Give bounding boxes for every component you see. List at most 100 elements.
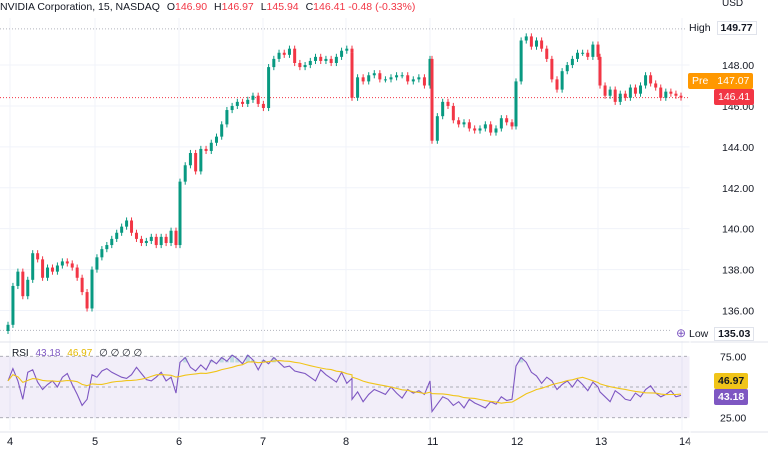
candle-body [174,230,178,246]
candle-body [144,240,148,243]
candle-body [430,58,434,141]
candle-body [581,52,585,54]
change-value: -0.48 (-0.33%) [348,1,416,13]
high-tag-value: 149.77 [716,21,757,35]
high-tag-label: High [689,22,711,34]
candle-body [608,89,612,96]
candle-body [125,220,129,227]
candle-body [178,181,182,246]
low-value: 145.94 [266,1,299,13]
candle-body [225,110,229,125]
candle-body [204,148,208,151]
rsi-overbought-fill [261,359,266,363]
rsi-overbought-fill [250,359,255,363]
candle-body [277,52,281,59]
candle-body [199,148,203,172]
time-tick-label: 14 [679,436,691,448]
candle-body [674,93,678,96]
candle-body [293,48,297,63]
candle-body [361,77,365,82]
time-tick-label: 6 [176,436,182,448]
rsi-legend: RSI 43.18 46.97 ∅ ∅ ∅ ∅ [12,348,142,359]
price-tick-label: 138.00 [722,265,754,277]
target-icon: ⊕ [676,326,687,340]
rsi-tick-label: 25.00 [720,413,746,425]
candle-body [282,52,286,55]
rsi-overbought-fill [271,357,276,363]
candle-body [241,101,245,104]
low-tag-label: Low [688,328,709,340]
candle-body [80,277,84,293]
candle-body [11,285,15,325]
candle-body [639,85,642,94]
price-tick-label: 136.00 [722,306,754,318]
candle-body [555,79,559,90]
candle-body [298,63,302,68]
candle-body [303,65,307,68]
candle-body [383,79,387,81]
candle-body [628,87,632,98]
candle-body [494,128,498,133]
rsi-tag: 43.18 [714,389,749,405]
candle-body [154,236,158,246]
rsi-series [7,354,682,414]
candle-body [422,77,426,86]
close-value: 146.41 [313,1,346,13]
candle-body [598,56,602,86]
rsi-extra-values: ∅ ∅ ∅ ∅ [99,348,143,359]
candle-body [389,77,393,80]
candle-body [545,48,549,59]
candle-body [519,40,523,82]
rsi-name: RSI [12,348,29,359]
candle-body [350,52,354,98]
rsi-tick-label: 75.00 [720,351,746,363]
candle-body [46,267,50,278]
time-tick-label: 5 [92,436,98,448]
candle-body [435,116,439,141]
candle-body [319,56,323,61]
candle-body [565,65,569,72]
candle-body [261,103,265,108]
rsi-overbought-fill [245,355,250,363]
candle-body [31,253,35,280]
candle-body [246,99,250,104]
candle-body [256,95,260,104]
candle-body [55,265,59,272]
time-tick-label: 12 [511,436,523,448]
candle-body [505,118,509,123]
candle-body [395,75,399,78]
candle-body [110,238,114,246]
low-tag[interactable]: ⊕ Low 135.03 [672,325,759,341]
candle-body [115,232,119,239]
candle-body [214,136,218,143]
candle-body [570,58,574,66]
candle-body [120,226,124,233]
price-tick-label: 144.00 [722,142,754,154]
candle-body [194,153,198,172]
price-tick-label: 140.00 [722,224,754,236]
rsi-overbought-fill [230,355,235,363]
candle-body [618,93,622,102]
candle-body [411,79,415,82]
premarket-tag-label: Pre [692,75,709,87]
candle-body [36,253,40,260]
candle-body [478,128,482,131]
rsi-line [7,354,682,414]
candle-body [314,56,318,61]
high-value: 146.97 [221,1,254,13]
candle-body [378,73,382,80]
high-tag: High 149.77 [685,20,761,36]
candle-body [60,261,64,266]
candle-body [623,93,627,98]
candle-body [535,40,538,47]
price-tick-label: 142.00 [722,183,754,195]
candle-body [603,85,607,96]
candle-body [26,279,30,297]
low-label: L [260,1,267,13]
rsi-overbought-fill [219,357,224,363]
candle-body [669,91,673,94]
candle-body [70,263,74,268]
rsi-tag-value: 43.18 [718,391,745,403]
candle-body [287,48,291,55]
